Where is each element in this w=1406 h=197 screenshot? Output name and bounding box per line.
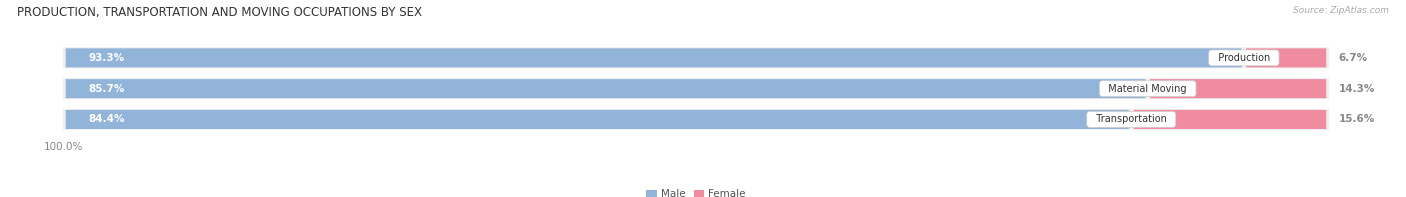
FancyBboxPatch shape xyxy=(56,107,1336,131)
Text: 84.4%: 84.4% xyxy=(89,114,125,125)
Text: Transportation: Transportation xyxy=(1090,114,1173,125)
FancyBboxPatch shape xyxy=(66,79,1146,98)
FancyBboxPatch shape xyxy=(66,48,1241,67)
FancyBboxPatch shape xyxy=(1246,48,1326,67)
Text: 85.7%: 85.7% xyxy=(89,84,125,94)
FancyBboxPatch shape xyxy=(66,110,1129,129)
FancyBboxPatch shape xyxy=(1133,110,1326,129)
Legend: Male, Female: Male, Female xyxy=(643,185,749,197)
Text: Production: Production xyxy=(1212,53,1277,63)
Text: PRODUCTION, TRANSPORTATION AND MOVING OCCUPATIONS BY SEX: PRODUCTION, TRANSPORTATION AND MOVING OC… xyxy=(17,6,422,19)
FancyBboxPatch shape xyxy=(1150,79,1326,98)
Text: 93.3%: 93.3% xyxy=(89,53,125,63)
Text: Material Moving: Material Moving xyxy=(1102,84,1194,94)
FancyBboxPatch shape xyxy=(56,46,1336,70)
Text: 14.3%: 14.3% xyxy=(1339,84,1375,94)
Text: Source: ZipAtlas.com: Source: ZipAtlas.com xyxy=(1294,6,1389,15)
Text: 6.7%: 6.7% xyxy=(1339,53,1368,63)
Text: 15.6%: 15.6% xyxy=(1339,114,1375,125)
FancyBboxPatch shape xyxy=(56,77,1336,101)
